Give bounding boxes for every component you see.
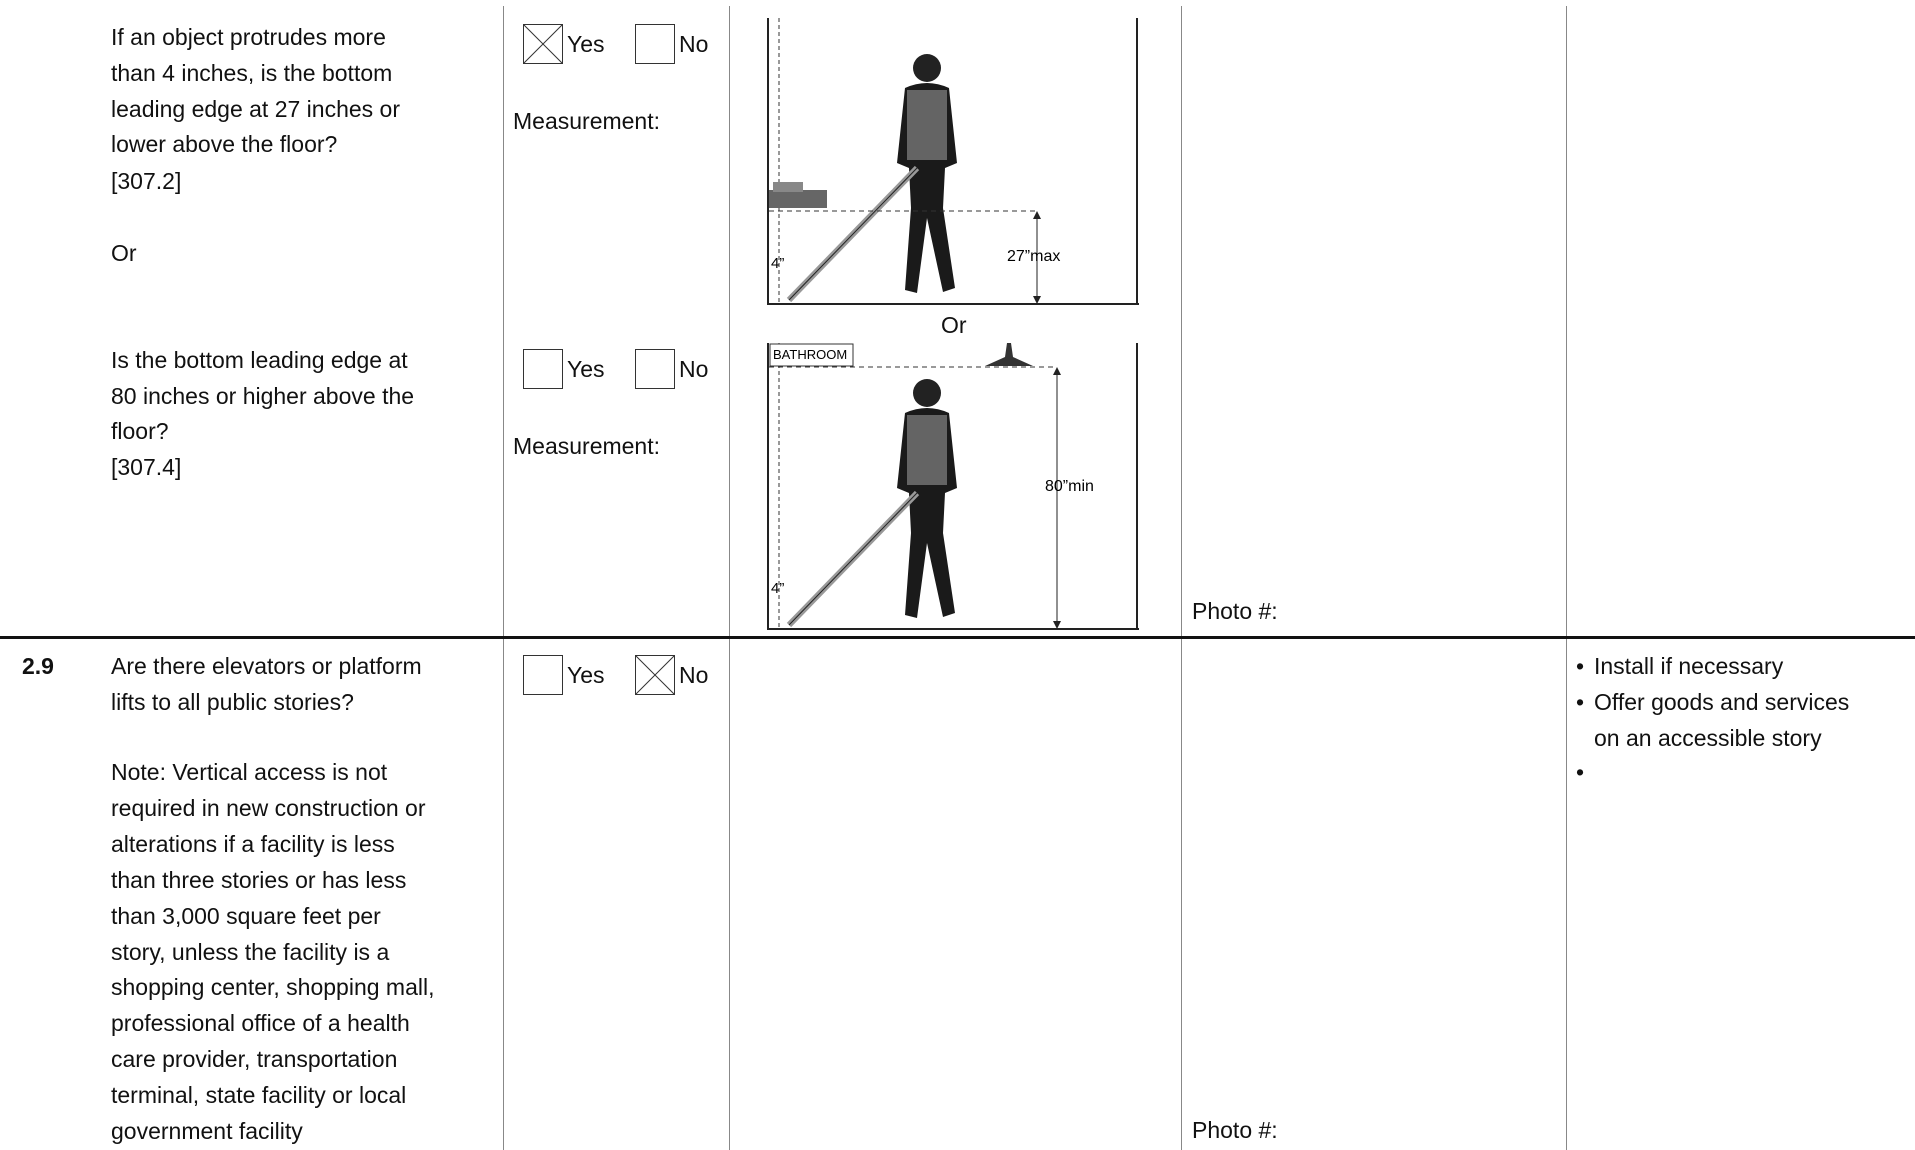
recommendation-line: Offer goods and services [1594, 688, 1850, 715]
row-divider [0, 636, 1915, 639]
recommendation-line: Install if necessary [1594, 653, 1784, 679]
note-line: than 3,000 square feet per [111, 902, 381, 929]
column-line [1566, 6, 1567, 1150]
note-line: alterations if a facility is less [111, 830, 395, 857]
note-line: Note: Vertical access is not [111, 759, 388, 785]
no-label: No [679, 31, 709, 57]
question-line: If an object protrudes more [111, 24, 386, 50]
figure-label: 80”min [1045, 478, 1094, 495]
column-line [503, 6, 504, 1150]
question-line: Is the bottom leading edge at [111, 347, 408, 373]
item-number: 2.9 [22, 653, 54, 679]
figure-label: 4” [771, 255, 784, 272]
question-line: floor? [111, 418, 169, 444]
note-line: terminal, state facility or local [111, 1082, 407, 1109]
question-line: leading edge at 27 inches or [111, 96, 400, 122]
note-line: story, unless the facility is a [111, 938, 390, 965]
yes-label: Yes [567, 662, 605, 688]
recommendation-line: on an accessible story [1594, 724, 1822, 751]
sign-label: BATHROOM [773, 347, 847, 362]
note-line: professional office of a health [111, 1010, 410, 1037]
photo-label: Photo #: [1192, 598, 1278, 624]
note-line: shopping center, shopping mall, [111, 974, 435, 1001]
no-label: No [679, 662, 709, 688]
bullet: • [1576, 759, 1585, 786]
bullet: • [1576, 688, 1585, 715]
note-line: care provider, transportation [111, 1046, 398, 1073]
column-line [1181, 6, 1182, 1150]
checkbox[interactable] [523, 349, 563, 389]
photo-label: Photo #: [1192, 1117, 1278, 1143]
question-line: Are there elevators or platform [111, 653, 422, 679]
question-line: than 4 inches, is the bottom [111, 60, 393, 86]
checkbox[interactable] [635, 24, 675, 64]
column-line [729, 6, 730, 1150]
question-line: [307.4] [111, 454, 182, 480]
or-text: Or [941, 312, 967, 338]
figure: BATHROOM 4” 80”min [767, 343, 1139, 630]
measurement-label: Measurement: [513, 108, 661, 134]
question-line: 80 inches or higher above the [111, 383, 415, 409]
note-line: than three stories or has less [111, 866, 407, 893]
question-line: lifts to all public stories? [111, 689, 354, 715]
no-label: No [679, 356, 709, 382]
yes-label: Yes [567, 356, 605, 382]
note-line: government facility [111, 1118, 303, 1144]
note-line: required in new construction or [111, 794, 426, 821]
checkbox[interactable] [635, 655, 675, 695]
figure-label: 4” [771, 580, 784, 597]
yes-label: Yes [567, 31, 605, 57]
question-line: [307.2] [111, 168, 182, 194]
question-line: lower above the floor? [111, 131, 338, 157]
bullet: • [1576, 653, 1585, 679]
checkbox[interactable] [523, 655, 563, 695]
measurement-label: Measurement: [513, 433, 661, 459]
checkbox[interactable] [523, 24, 563, 64]
or-text: Or [111, 240, 137, 266]
figure: 4” 27”max [767, 18, 1139, 305]
checkbox[interactable] [635, 349, 675, 389]
figure-label: 27”max [1007, 248, 1060, 265]
